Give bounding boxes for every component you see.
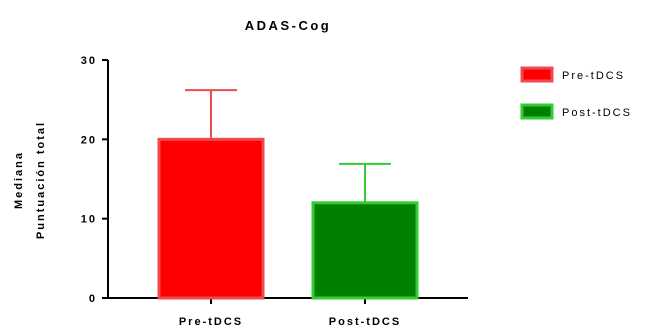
- y-axis-label-line-2: Puntuación total: [35, 121, 47, 239]
- legend-label: Pre-tDCS: [562, 70, 625, 82]
- y-axis-label-line-1: Mediana: [13, 151, 25, 209]
- chart-title: ADAS-Cog: [245, 18, 331, 33]
- y-tick-label: 30: [81, 55, 97, 67]
- x-tick-label: Post-tDCS: [329, 316, 401, 325]
- x-tick-label: Pre-tDCS: [179, 316, 243, 325]
- bar: [311, 201, 419, 300]
- legend-swatch: [520, 103, 554, 120]
- bar: [157, 137, 265, 300]
- legend-label: Post-tDCS: [562, 107, 632, 119]
- y-tick-label: 20: [81, 134, 97, 146]
- y-axis-label: Mediana Puntuación total: [13, 121, 47, 239]
- bars: [157, 89, 419, 300]
- y-tick-label: 10: [81, 214, 97, 226]
- legend-swatch: [520, 66, 554, 83]
- legend: Pre-tDCS Post-tDCS: [520, 66, 632, 120]
- y-tick-label: 0: [89, 293, 97, 305]
